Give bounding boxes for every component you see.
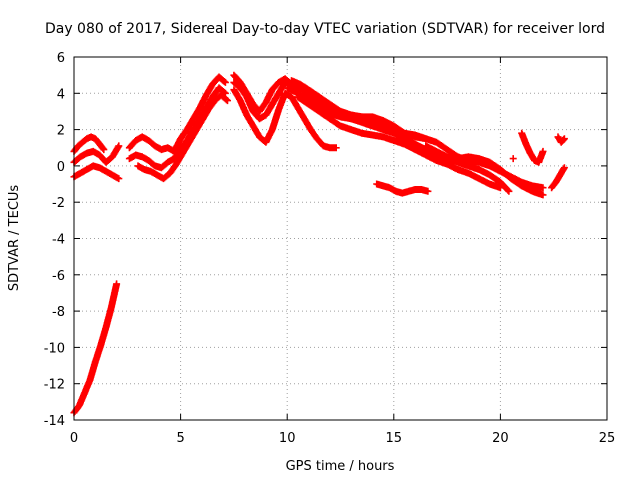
series-track-19 [509,155,517,163]
y-tick-labels: -14 -12 -10 -8 -6 -4 -2 0 2 4 6 [44,51,65,429]
series-track-7 [134,91,231,183]
y-tick-label: -12 [44,378,65,393]
series-track-16 [518,129,547,166]
marker-path-track-1 [70,280,121,417]
data-series [70,71,568,417]
y-tick-label: 6 [57,51,65,66]
y-tick-label: -6 [52,269,65,284]
y-tick-label: 4 [57,87,65,102]
series-track-10 [230,86,340,152]
x-tick-label: 10 [279,431,296,446]
y-axis-label: SDTVAR / TECUs [7,185,22,292]
y-tick-label: -14 [44,414,65,429]
y-tick-label: -10 [44,341,65,356]
marker-path-track-19 [509,155,517,163]
y-tick-label: 0 [57,160,65,175]
x-axis-label: GPS time / hours [286,459,395,474]
series-track-15 [422,142,547,199]
x-tick-labels: 0 5 10 15 20 25 [70,431,615,446]
series-track-1 [70,280,121,417]
x-tick-label: 25 [599,431,616,446]
marker-path-track-4 [70,162,123,183]
x-tick-label: 5 [176,431,184,446]
y-tick-label: -4 [52,233,65,248]
y-tick-label: -2 [52,196,65,211]
series-track-14 [373,180,432,197]
series-track-18 [548,164,568,192]
marker-path-track-5 [125,73,229,155]
series-track-12 [294,93,504,192]
marker-path-track-17 [554,133,568,146]
marker-path-track-10 [230,86,340,152]
x-tick-label: 15 [386,431,403,446]
x-tick-label: 0 [70,431,78,446]
series-track-17 [554,133,568,146]
marker-path-track-18 [548,164,568,192]
series-track-5 [125,73,229,155]
y-tick-label: -8 [52,305,65,320]
marker-path-track-7 [134,91,231,183]
axis-ticks [73,56,608,421]
y-tick-label: 2 [57,124,65,139]
x-tick-label: 20 [492,431,509,446]
marker-path-track-16 [518,129,547,166]
series-track-4 [70,162,123,183]
marker-path-track-12 [294,93,504,192]
chart-title: Day 080 of 2017, Sidereal Day-to-day VTE… [45,21,605,37]
marker-path-track-15 [422,142,547,199]
marker-path-track-14 [373,180,432,197]
